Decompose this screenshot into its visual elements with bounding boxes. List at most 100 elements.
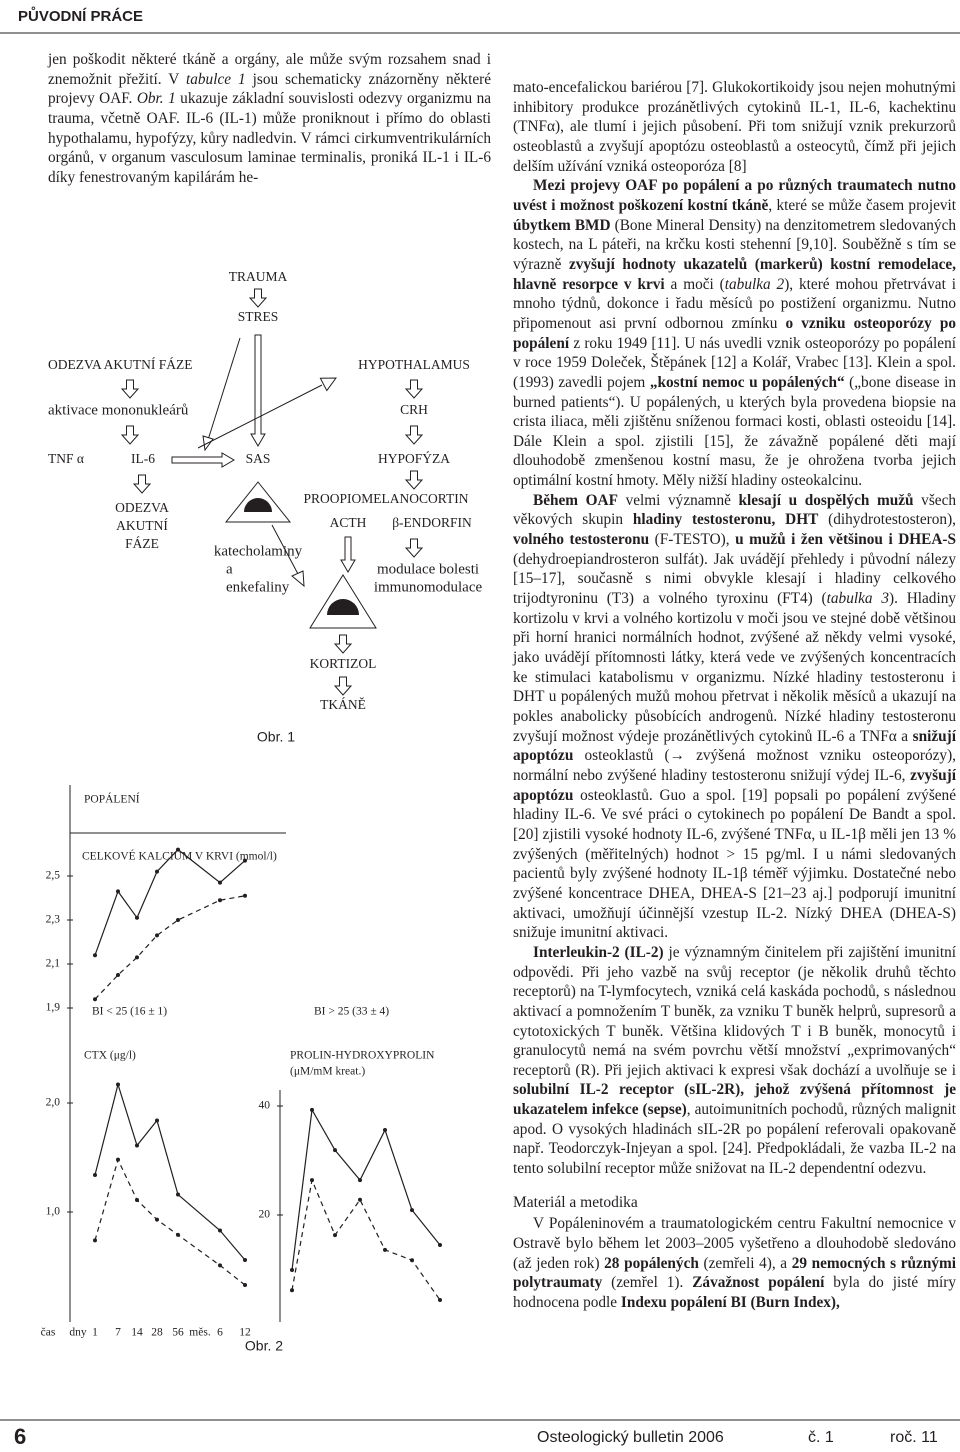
data-point [218,898,222,903]
arrow-line [271,524,299,575]
data-point [155,1118,159,1123]
arrow [133,474,151,494]
text-run: všech věkových skupin [513,491,957,529]
data-point [243,858,247,863]
right-column: mato-encefalickou bariérou [7]. Glukokor… [513,78,956,1313]
x-tick-label: 7 [115,1327,121,1339]
arrow [405,425,423,445]
diagram-label: TRAUMA [229,269,288,284]
data-point [310,1107,314,1112]
x-tick-label: 1 [92,1327,98,1339]
x-axis-unit: měs. [189,1327,211,1339]
data-point [358,1178,362,1183]
diagram-label: TNF α [48,451,84,466]
text-run: (zemřel 1). [602,1274,693,1292]
page-number: 6 [14,1424,26,1449]
text-run: jen poškodit některé tkáně a orgány, ale… [48,51,491,88]
y-tick-label: 1,9 [46,1002,61,1014]
bold-text: zvyšují apoptózu [513,766,956,804]
diagram-label: modulace bolesti [377,561,479,577]
diagram-label: aktivace mononukleárů [48,402,189,418]
data-point [438,1242,442,1247]
bold-text: u mužů i žen většinou i DHEA-S [735,531,957,549]
text-run: ), které mohou přetrvávat i mnoho týdnů,… [513,275,956,332]
diagram-label: immunomodulace [374,579,483,595]
diagram-label: β-ENDORFIN [392,515,472,530]
arrow-head [291,570,305,588]
arrow [121,379,139,399]
arrow [405,379,423,399]
data-point [333,1233,337,1238]
diagram-label: SAS [246,451,271,466]
paragraph: mato-encefalickou bariérou [7]. Glukokor… [513,78,956,176]
data-point [290,1288,294,1293]
x-tick-label: 56 [172,1327,184,1339]
data-point [176,918,180,922]
data-point [135,915,139,920]
x-tick-label: 12 [239,1327,251,1339]
data-point [93,1238,97,1243]
text-run: mato-encefalickou bariérou [7]. Glukokor… [513,79,956,175]
bold-text: Mezi projevy OAF po popálení a po různýc… [513,177,956,214]
text-run: (dihydrotestosteron), [818,511,956,529]
paragraph: jen poškodit některé tkáně a orgány, ale… [48,50,491,188]
diagram-label: ODEZVA AKUTNÍ FÁZE [48,357,193,372]
diagram-label: STRES [238,309,279,324]
paragraph: Mezi projevy OAF po popálení a po různýc… [513,176,956,491]
text-run: , které se může časem projevit [768,196,957,214]
data-point [135,1198,139,1203]
data-point [243,1283,247,1288]
bold-text: snižují apoptózu [513,727,956,765]
text-run: z roku 1949 [11]. U nás uvedli vznik ost… [513,334,956,391]
text-run: byla do jisté míry hodnocena podle [513,1274,956,1312]
diagram-label: katecholaminy [214,543,303,559]
text-run: velmi významně [617,491,739,509]
y-tick-label: 2,1 [46,958,61,970]
text-run: (F-TESTO), [649,531,736,549]
data-point [93,997,97,1002]
data-point [176,847,180,852]
diagram-label: IL-6 [131,451,155,466]
diagram-label: HYPOFÝZA [378,451,450,466]
arrow-line [207,337,241,441]
section-heading: Materiál a metodika [513,1193,638,1211]
panel-title: CTX (μg/l) [84,1050,136,1062]
arrow [250,334,266,447]
y-tick-label: 40 [259,1100,271,1112]
bold-text: 29 nemocných s různými polytraumaty [513,1254,956,1292]
arrow [171,452,235,468]
series-line [291,1107,441,1271]
text-run: (Bone Mineral Density) na denzitometrem … [513,216,957,273]
x-tick-label: 28 [151,1327,163,1339]
diagram-label: AKUTNÍ [116,518,168,533]
arrow [249,288,267,308]
text-run: osteoklastů. Guo a spol. [19] popsali po… [513,786,956,942]
text-run: osteoklastů (→ zvýšená možnost vzniku os… [513,747,956,784]
figure-caption: Obr. 2 [245,1338,283,1354]
gland-dome [244,498,272,512]
series-line [94,1157,246,1286]
data-point [438,1298,442,1303]
series-line [94,1082,246,1261]
diagram-label: ACTH [330,515,367,530]
data-point [176,1232,180,1237]
series-line [94,895,246,1000]
data-point [155,869,159,874]
bold-text: o vzniku osteoporózy po popálení [513,314,956,352]
text-run: jsou schematicky znázorněny některé proj… [48,70,492,108]
bold-text: Interleukin-2 (IL-2) [533,943,664,961]
series-line [94,848,246,956]
series-label: BI < 25 (16 ± 1) [92,1006,167,1018]
arrow-head [319,377,337,392]
series-label: BI > 25 (33 ± 4) [314,1006,389,1018]
figure-1: TRAUMA STRES ODEZVA AKUTNÍ FÁZE HYPOTHAL… [48,269,482,745]
text-run: (zemřeli 4), a [698,1254,792,1272]
panel-title: PROLIN-HYDROXYPROLIN [290,1050,435,1062]
diagram-label: ODEZVA [115,500,169,515]
issue: č. 1 [808,1429,834,1446]
diagram-label: KORTIZOL [310,656,377,671]
bold-text: solubilní IL-2 receptor (sIL-2R), jehož … [513,1081,956,1119]
data-point [218,1228,222,1233]
data-point [116,1082,120,1087]
